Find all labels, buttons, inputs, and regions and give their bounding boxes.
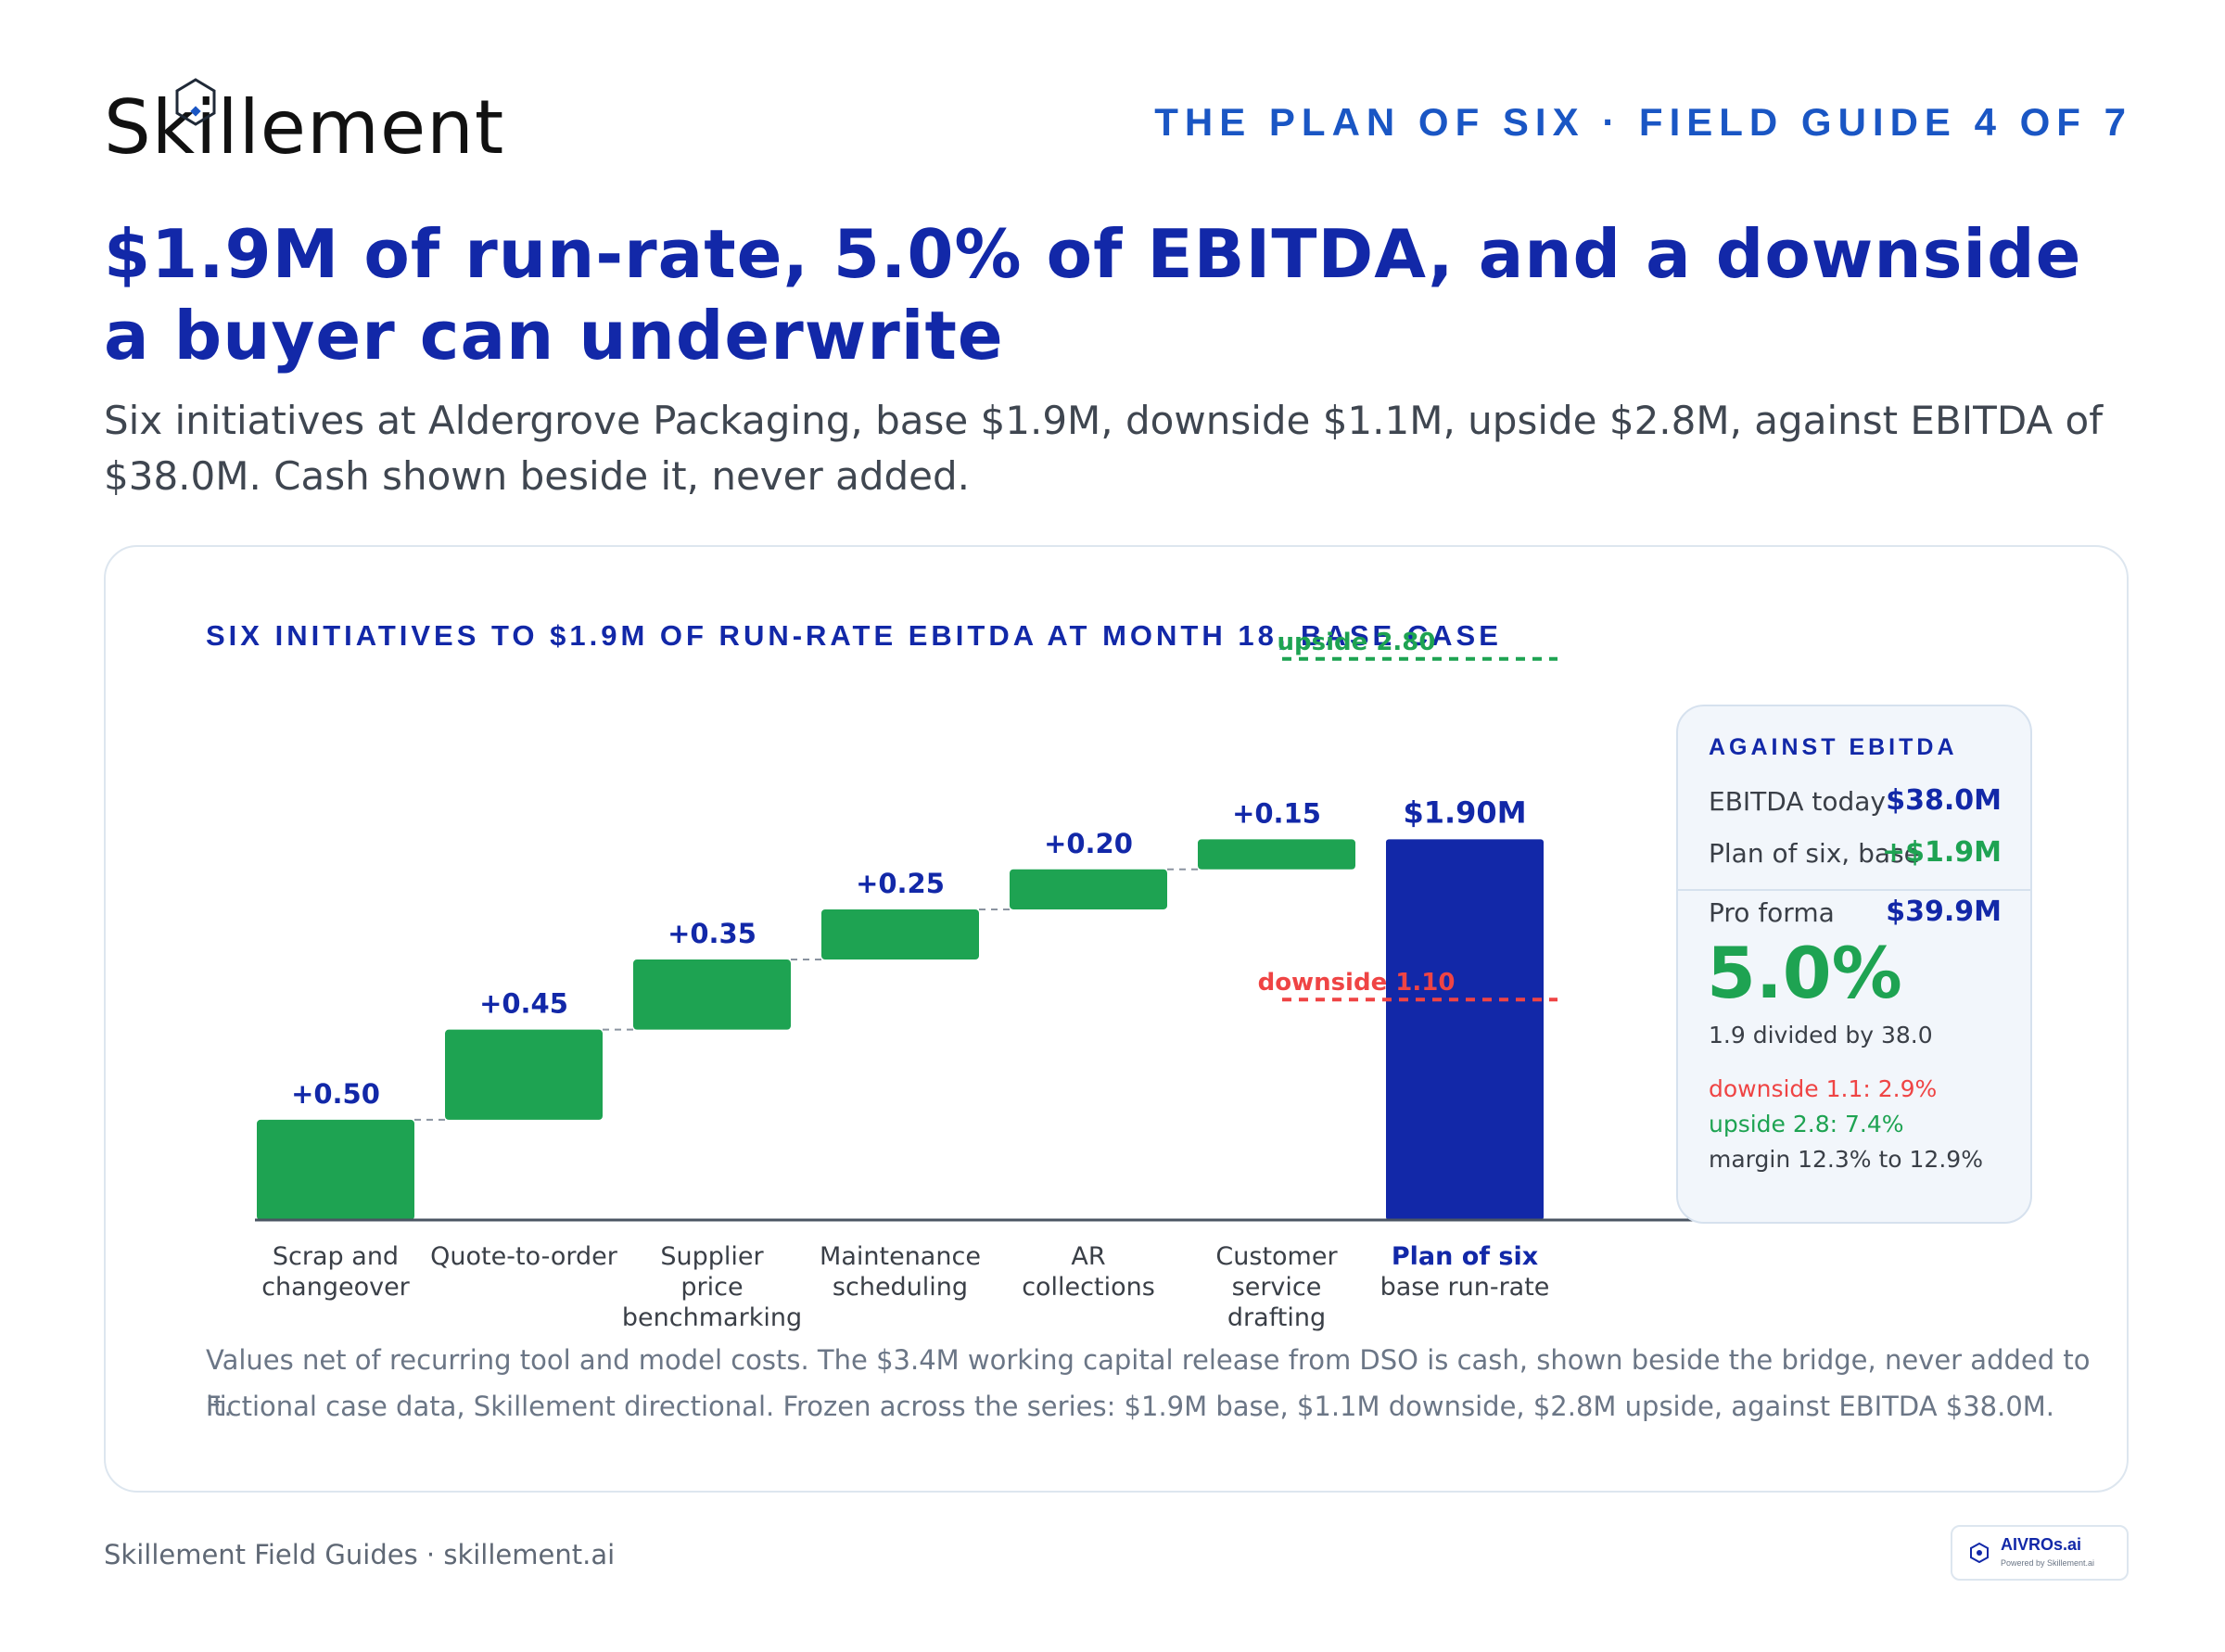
page-title: $1.9M of run-rate, 5.0% of EBITDA, and a… <box>104 215 2082 375</box>
category-label: price <box>680 1273 743 1302</box>
bar-value-label: +0.15 <box>1232 797 1321 829</box>
panel-row-label: Plan of six, base <box>1709 838 1920 869</box>
bar-value-label: +0.20 <box>1044 828 1133 859</box>
category-label: Maintenance <box>820 1242 981 1271</box>
downside-note: downside 1.1: 2.9% <box>1709 1075 1938 1102</box>
panel-row-value: +$1.9M <box>1881 836 2002 869</box>
reference-line-label: upside 2.80 <box>1278 629 1436 656</box>
total-category-sublabel: base run-rate <box>1380 1273 1550 1302</box>
bar-value-label: +0.45 <box>479 988 568 1020</box>
panel-row-value: $39.9M <box>1886 896 2002 928</box>
panel-row-proforma: Pro forma $39.9M <box>1709 896 2002 938</box>
bar-value-label: +0.35 <box>668 918 756 949</box>
footnote: Values net of recurring tool and model c… <box>206 1344 2091 1422</box>
brand-logo: Skillement <box>104 84 505 171</box>
waterfall-bar <box>821 909 979 960</box>
bar-value-label: +0.25 <box>856 868 945 899</box>
bar-value-label: +0.50 <box>291 1078 380 1110</box>
waterfall-bar <box>1010 869 1167 909</box>
waterfall-bar <box>1198 839 1355 870</box>
reference-line-label: downside 1.10 <box>1258 969 1456 997</box>
footer-text: Skillement Field Guides · skillement.ai <box>104 1539 616 1570</box>
panel-row-plan: Plan of six, base +$1.9M <box>1709 836 2002 879</box>
category-label: Scrap and <box>273 1242 399 1271</box>
panel-row-label: Pro forma <box>1709 897 1835 928</box>
aivros-badge[interactable] <box>1951 1525 2129 1581</box>
category-label: AR <box>1071 1242 1105 1271</box>
panel-row-value: $38.0M <box>1886 784 2002 817</box>
chart-title: SIX INITIATIVES TO $1.9M OF RUN-RATE EBI… <box>206 619 1502 652</box>
total-category-label: Plan of six <box>1392 1242 1538 1271</box>
page-subtitle: Six initiatives at Aldergrove Packaging,… <box>104 398 2103 499</box>
series-label: THE PLAN OF SIX · FIELD GUIDE 4 OF 7 <box>1154 100 2132 144</box>
total-bar <box>1386 839 1544 1220</box>
ebitda-uplift-percent: 5.0% <box>1707 932 1902 1014</box>
pct-note: 1.9 divided by 38.0 <box>1709 1022 1933 1048</box>
total-value-label: $1.90M <box>1403 794 1526 830</box>
category-label: service <box>1232 1273 1322 1302</box>
waterfall-bar <box>445 1029 603 1120</box>
panel-row-label: EBITDA today <box>1709 786 1886 817</box>
hexagon-badge-icon <box>1970 1543 1989 1563</box>
category-label: scheduling <box>833 1273 968 1302</box>
category-label: Customer <box>1215 1242 1338 1271</box>
badge-name: AIVROs.ai <box>2001 1535 2082 1554</box>
hexagon-logo-icon <box>175 78 216 126</box>
waterfall-bar <box>633 959 791 1030</box>
panel-divider <box>1678 889 2030 891</box>
margin-note: margin 12.3% to 12.9% <box>1709 1146 1983 1173</box>
category-label: Supplier <box>660 1242 764 1271</box>
badge-tagline: Powered by Skillement.ai <box>2001 1558 2095 1568</box>
ebitda-panel <box>1676 705 2032 1224</box>
panel-row-ebitda: EBITDA today $38.0M <box>1709 784 2002 827</box>
upside-note: upside 2.8: 7.4% <box>1709 1111 1904 1137</box>
category-label: drafting <box>1227 1303 1326 1332</box>
category-label: changeover <box>261 1273 410 1302</box>
waterfall-bar <box>257 1119 414 1220</box>
category-label: benchmarking <box>622 1303 802 1332</box>
footnote: Fictional case data, Skillement directio… <box>206 1391 2055 1422</box>
category-label: Quote-to-order <box>430 1242 618 1271</box>
category-label: collections <box>1022 1273 1155 1302</box>
panel-title: AGAINST EBITDA <box>1709 734 1958 760</box>
